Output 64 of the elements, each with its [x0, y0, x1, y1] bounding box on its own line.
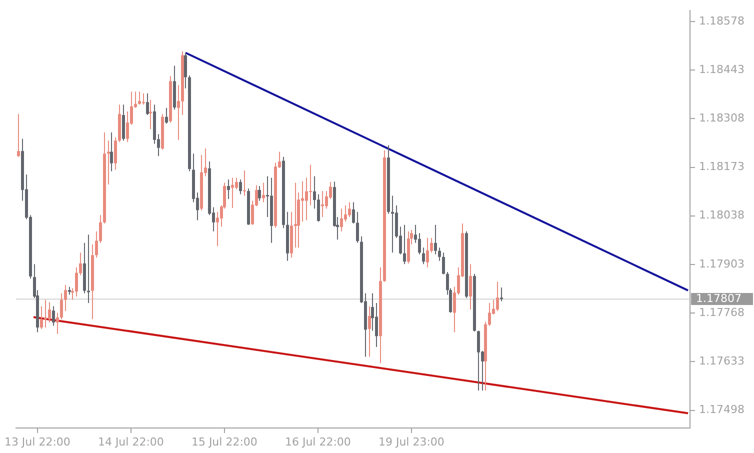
y-tick-label: 1.18038: [699, 208, 744, 222]
candlestick: [126, 110, 129, 143]
candlestick: [52, 306, 55, 326]
candlestick: [301, 180, 304, 222]
candlestick: [79, 252, 82, 276]
candlestick: [469, 264, 472, 310]
x-tick-label: 15 Jul 22:00: [191, 435, 258, 448]
candlestick: [442, 252, 445, 275]
candlestick: [231, 177, 234, 208]
candlestick: [40, 306, 43, 330]
candlestick: [305, 177, 308, 221]
candlestick: [325, 190, 328, 210]
candlestick: [375, 302, 378, 348]
ref-line-label: 1.17807: [696, 292, 742, 305]
candlestick: [64, 284, 67, 312]
candlestick: [114, 136, 117, 170]
candlestick: [309, 164, 312, 206]
candlestick: [146, 92, 149, 116]
candlestick: [426, 237, 429, 268]
candlestick: [138, 91, 141, 106]
candlestick: [496, 281, 499, 312]
candlestick: [438, 247, 441, 262]
y-tick-label: 1.18308: [699, 112, 744, 124]
candlestick: [356, 211, 359, 244]
candlestick: [56, 312, 59, 335]
candlestick: [418, 232, 421, 255]
candlestick: [17, 113, 20, 158]
y-tick-label: 1.18578: [699, 14, 744, 28]
candlestick: [348, 202, 351, 218]
candlestick: [403, 224, 406, 265]
candlestick: [368, 306, 371, 358]
candlestick: [122, 104, 125, 142]
candlestick: [488, 302, 491, 326]
candlestick: [48, 302, 51, 323]
candlestick: [235, 177, 238, 190]
y-tick-label: 1.17903: [699, 257, 744, 270]
candlestick: [477, 330, 480, 392]
y-tick-label: 1.17768: [699, 306, 744, 319]
candlestick: [500, 287, 503, 302]
candlestick: [60, 292, 63, 320]
x-tick-label: 14 Jul 22:00: [98, 435, 164, 448]
candlestick: [75, 266, 78, 298]
candlestick: [165, 107, 168, 124]
candlestick: [407, 230, 410, 264]
y-tick-label: 1.18173: [699, 160, 744, 174]
x-tick-label: 13 Jul 22:00: [4, 435, 70, 448]
candlestick: [422, 247, 425, 265]
candlestick: [184, 52, 187, 89]
x-tick-label: 16 Jul 22:00: [284, 435, 351, 448]
candlestick: [239, 179, 242, 195]
x-tick-label: 19 Jul 23:00: [378, 435, 444, 448]
y-tick-label: 1.18443: [699, 62, 744, 76]
y-tick-label: 1.17498: [699, 403, 744, 416]
candlestick: [243, 170, 246, 196]
candlestick: [340, 208, 343, 232]
candlestick: [317, 194, 320, 222]
candlestick: [110, 132, 113, 172]
candlestick: [434, 224, 437, 255]
candlestick: [258, 185, 261, 202]
candlestick: [352, 202, 355, 224]
candlestick: [262, 182, 265, 203]
candlestick: [142, 92, 145, 106]
candlestick: [227, 179, 230, 200]
y-tick-label: 1.17633: [699, 354, 744, 368]
